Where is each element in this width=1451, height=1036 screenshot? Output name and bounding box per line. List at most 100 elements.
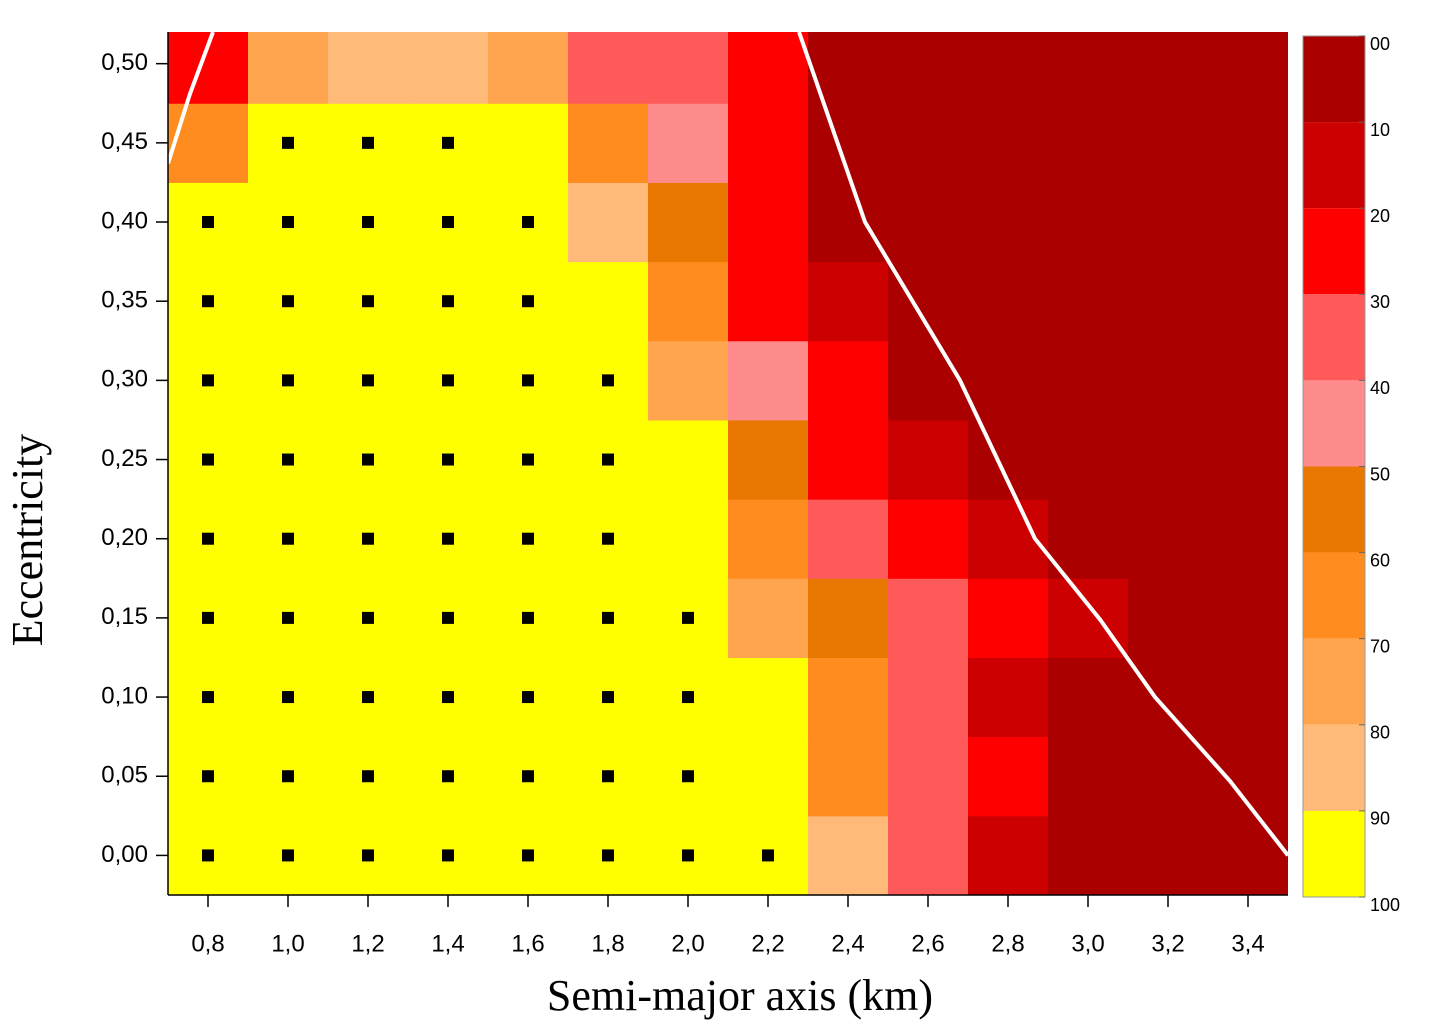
- heatmap-cell: [1048, 499, 1129, 579]
- heatmap-cell: [1128, 815, 1209, 895]
- full-survival-marker: [202, 611, 214, 624]
- heatmap-cell: [1128, 103, 1209, 183]
- heatmap-cell: [728, 182, 809, 263]
- full-survival-marker: [282, 453, 294, 466]
- heatmap-cell: [808, 499, 889, 579]
- x-tick-label: 2,4: [831, 930, 864, 957]
- full-survival-marker: [282, 374, 294, 387]
- full-survival-marker: [282, 216, 294, 229]
- boundary-curve: [797, 32, 1288, 857]
- full-survival-marker: [522, 295, 534, 308]
- colorbar-band: [1303, 380, 1365, 467]
- heatmap-cell: [888, 103, 969, 183]
- heatmap-cell: [888, 736, 969, 817]
- heatmap-cell: [1128, 419, 1209, 500]
- heatmap-cell: [1128, 32, 1209, 104]
- heatmap-cell: [648, 103, 729, 183]
- full-survival-marker: [442, 532, 454, 545]
- heatmap-cell: [1208, 340, 1288, 421]
- x-tick-label: 2,0: [671, 930, 704, 957]
- colorbar-label: 10: [1370, 120, 1390, 140]
- y-axis-title: Eccentricity: [3, 434, 52, 647]
- heatmap-cell: [1208, 657, 1288, 738]
- x-tick-label: 3,0: [1071, 930, 1104, 957]
- heatmap-cell: [248, 32, 329, 104]
- heatmap-cell: [728, 657, 809, 738]
- full-survival-marker: [362, 295, 374, 308]
- heatmap-cell: [968, 578, 1049, 658]
- heatmap-cell: [1128, 657, 1209, 738]
- heatmap-cell: [808, 815, 889, 895]
- axes: 0,8 1,0 1,2 1,4 1,6 1,8 2,0 2,2 2,4 2,6 2,8 3,0 3,2 3…: [101, 32, 1400, 957]
- colorbar-band: [1303, 208, 1365, 295]
- full-survival-marker: [362, 849, 374, 862]
- heatmap-cell: [728, 736, 809, 817]
- y-tick-label: 0,25: [101, 445, 148, 472]
- heatmap-cell: [888, 32, 969, 104]
- full-survival-marker: [282, 770, 294, 783]
- x-tick-label: 1,4: [431, 930, 464, 957]
- full-survival-marker: [442, 453, 454, 466]
- heatmap-cell: [808, 340, 889, 421]
- full-survival-marker: [202, 374, 214, 387]
- heatmap-cell: [808, 182, 889, 263]
- heatmap-cell: [648, 261, 729, 342]
- heatmap-cell: [808, 578, 889, 658]
- x-tick-label: 2,2: [751, 930, 784, 957]
- heatmap-cell: [1128, 578, 1209, 658]
- heatmap-cell: [648, 419, 729, 500]
- heatmap-cell: [1128, 340, 1209, 421]
- full-survival-marker: [442, 691, 454, 704]
- full-survival-marker: [202, 295, 214, 308]
- colorbar-band: [1303, 638, 1365, 725]
- x-tick-label: 3,2: [1151, 930, 1184, 957]
- x-tick-label: 0,8: [191, 930, 224, 957]
- colorbar-label: 70: [1370, 636, 1390, 656]
- x-tick-label: 1,6: [511, 930, 544, 957]
- y-tick-label: 0,50: [101, 49, 148, 76]
- heatmap-cell: [1048, 657, 1129, 738]
- heatmap-cell: [968, 103, 1049, 183]
- full-survival-marker: [362, 216, 374, 229]
- heatmap-cell: [568, 32, 649, 104]
- heatmap-cell: [968, 32, 1049, 104]
- full-survival-marker: [602, 849, 614, 862]
- x-tick-label: 2,6: [911, 930, 944, 957]
- heatmap-cell: [1048, 815, 1129, 895]
- heatmap-cell: [888, 340, 969, 421]
- full-survival-marker: [362, 136, 374, 149]
- full-survival-marker: [522, 374, 534, 387]
- heatmap-cell: [728, 419, 809, 500]
- heatmap-cell: [1048, 32, 1129, 104]
- colorbar-band: [1303, 36, 1365, 123]
- y-tick-label: 0,20: [101, 524, 148, 551]
- heatmap-cell: [488, 32, 569, 104]
- full-survival-marker: [202, 849, 214, 862]
- full-survival-marker: [442, 611, 454, 624]
- full-survival-marker: [682, 691, 694, 704]
- full-survival-marker: [682, 770, 694, 783]
- heatmap-cell: [328, 32, 409, 104]
- heatmap-cell: [1208, 578, 1288, 658]
- x-tick-label: 1,8: [591, 930, 624, 957]
- full-survival-marker: [602, 691, 614, 704]
- full-survival-marker: [202, 532, 214, 545]
- full-survival-marker: [522, 216, 534, 229]
- colorbar-label: 00: [1370, 34, 1390, 54]
- colorbar-label: 80: [1370, 723, 1390, 743]
- full-survival-marker: [522, 849, 534, 862]
- heatmap-cell: [1208, 261, 1288, 342]
- full-survival-marker: [442, 770, 454, 783]
- heatmap-cell: [1128, 261, 1209, 342]
- full-survival-marker: [442, 374, 454, 387]
- heatmap-cell: [1048, 419, 1129, 500]
- x-tick-label: 1,2: [351, 930, 384, 957]
- heatmap-cell: [728, 261, 809, 342]
- colorbar-label: 40: [1370, 378, 1390, 398]
- heatmap-cell: [1048, 103, 1129, 183]
- heatmap-cell: [888, 419, 969, 500]
- colorbar-label: 50: [1370, 464, 1390, 484]
- y-tick-label: 0,45: [101, 128, 148, 155]
- colorbar-band: [1303, 810, 1365, 897]
